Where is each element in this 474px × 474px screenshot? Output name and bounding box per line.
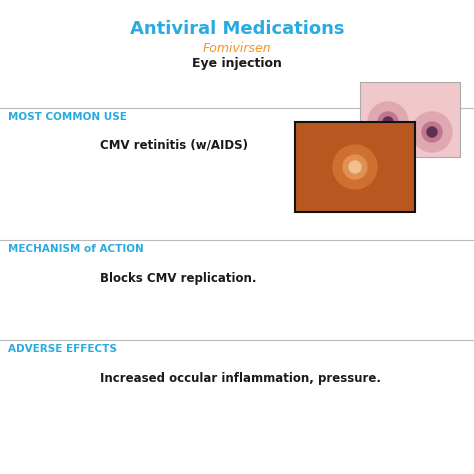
Text: Blocks CMV replication.: Blocks CMV replication. (100, 272, 256, 285)
Text: CMV retinitis (w/AIDS): CMV retinitis (w/AIDS) (100, 138, 248, 151)
FancyBboxPatch shape (360, 82, 460, 157)
Text: Increased occular inflammation, pressure.: Increased occular inflammation, pressure… (100, 372, 381, 385)
Circle shape (349, 161, 361, 173)
Text: Eye injection: Eye injection (192, 57, 282, 70)
Text: MOST COMMON USE: MOST COMMON USE (8, 112, 127, 122)
Circle shape (378, 112, 398, 132)
Text: ADVERSE EFFECTS: ADVERSE EFFECTS (8, 344, 117, 354)
Circle shape (343, 155, 367, 179)
Text: MECHANISM of ACTION: MECHANISM of ACTION (8, 244, 144, 254)
Circle shape (412, 112, 452, 152)
Circle shape (333, 145, 377, 189)
Circle shape (427, 127, 437, 137)
FancyBboxPatch shape (295, 122, 415, 212)
Text: Fomivirsen: Fomivirsen (203, 42, 271, 55)
Circle shape (368, 102, 408, 142)
Text: Antiviral Medications: Antiviral Medications (130, 20, 344, 38)
Circle shape (422, 122, 442, 142)
Circle shape (383, 117, 393, 127)
